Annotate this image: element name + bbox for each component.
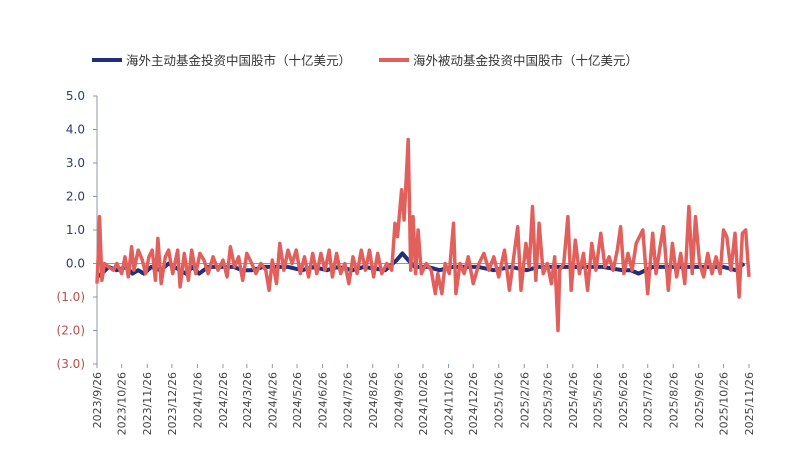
x-tick-label: 2024/7/26 [341,372,354,428]
legend-item-active[interactable]: 海外主动基金投资中国股市（十亿美元） [92,50,351,69]
legend: 海外主动基金投资中国股市（十亿美元） 海外被动基金投资中国股市（十亿美元） [92,50,638,69]
x-tick-label: 2024/3/26 [241,372,254,428]
x-tick-label: 2025/5/26 [592,372,605,428]
legend-swatch-passive [379,57,410,62]
x-tick-label: 2024/11/26 [443,372,456,435]
x-tick-label: 2023/11/26 [141,372,154,435]
y-tick-label: 2.0 [66,190,85,204]
x-tick-label: 2024/5/26 [291,372,304,428]
x-tick-label: 2023/12/26 [166,372,179,435]
y-tick-label: (3.0) [57,357,85,371]
series-line-passive [95,137,751,333]
legend-label-passive: 海外被动基金投资中国股市（十亿美元） [413,53,639,68]
x-tick-label: 2024/1/26 [191,372,204,428]
y-tick-label: 0.0 [66,257,85,271]
legend-label-active: 海外主动基金投资中国股市（十亿美元） [126,53,352,68]
x-tick-label: 2025/6/26 [617,372,630,428]
x-tick-label: 2025/2/26 [518,372,531,428]
y-tick-label: 3.0 [66,156,85,170]
x-tick-label: 2024/6/26 [317,372,330,428]
y-tick-label: 1.0 [66,223,85,237]
x-tick-label: 2025/7/26 [642,372,655,428]
x-tick-label: 2024/8/26 [367,372,380,428]
x-tick-label: 2025/4/26 [567,372,580,428]
x-tick-label: 2024/10/26 [417,372,430,435]
x-tick-label: 2023/10/26 [116,372,129,435]
x-tick-label: 2024/9/26 [392,372,405,428]
y-tick-label: 5.0 [66,89,85,103]
y-tick-label: (2.0) [57,324,85,338]
legend-swatch-active [92,57,122,62]
x-tick-label: 2025/3/26 [541,372,554,428]
x-tick-label: 2025/9/26 [693,372,706,428]
x-tick-label: 2024/4/26 [266,372,279,428]
x-tick-label: 2025/11/26 [743,372,756,435]
y-tick-label: (1.0) [57,290,85,304]
x-tick-label: 2024/2/26 [217,372,230,428]
x-tick-label: 2025/1/26 [493,372,506,428]
x-tick-label: 2023/9/26 [91,372,104,428]
legend-item-passive[interactable]: 海外被动基金投资中国股市（十亿美元） [379,50,638,69]
x-tick-label: 2025/10/26 [717,372,730,435]
x-tick-label: 2024/12/26 [467,372,480,435]
x-tick-label: 2025/8/26 [667,372,680,428]
y-tick-label: 4.0 [66,123,85,137]
